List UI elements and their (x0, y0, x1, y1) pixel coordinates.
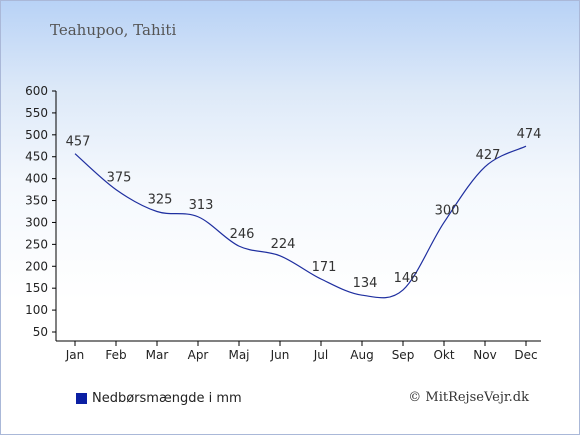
data-label: 375 (107, 171, 132, 186)
data-label: 134 (353, 276, 378, 291)
data-label: 171 (312, 260, 337, 275)
x-tick-label: Nov (473, 348, 496, 362)
data-label: 325 (148, 193, 173, 208)
x-tick-label: Jan (65, 348, 85, 362)
legend: Nedbørsmængde i mm (76, 391, 242, 406)
x-tick-label: Feb (105, 348, 126, 362)
x-tick-label: Apr (188, 348, 209, 362)
chart-title: Teahupoo, Tahiti (50, 21, 177, 39)
credit-text: © MitRejseVejr.dk (408, 390, 529, 405)
data-label: 474 (517, 127, 542, 142)
x-tick-label: Aug (350, 348, 373, 362)
x-tick-label: Maj (228, 348, 249, 362)
series-line (74, 145, 527, 299)
x-tick-label: Jul (313, 348, 328, 362)
x-tick-label: Okt (433, 348, 454, 362)
y-tick-label: 550 (25, 106, 48, 120)
data-label: 457 (66, 135, 91, 150)
y-tick-label: 250 (25, 237, 48, 251)
y-tick-label: 500 (25, 128, 48, 142)
y-tick-label: 100 (25, 303, 48, 317)
data-label: 224 (271, 237, 296, 252)
y-tick-label: 350 (25, 194, 48, 208)
data-label: 300 (435, 203, 460, 218)
data-label: 427 (476, 148, 501, 163)
y-tick-label: 150 (25, 281, 48, 295)
y-tick-label: 400 (25, 172, 48, 186)
x-tick-label: Jun (270, 348, 290, 362)
data-label: 246 (230, 227, 255, 242)
x-tick-label: Mar (146, 348, 169, 362)
y-tick-label: 600 (25, 84, 48, 98)
y-tick-label: 200 (25, 259, 48, 273)
y-tick-label: 450 (25, 150, 48, 164)
y-tick-label: 300 (25, 215, 48, 229)
data-label: 146 (394, 271, 419, 286)
x-tick-label: Sep (392, 348, 415, 362)
y-tick-label: 50 (33, 325, 48, 339)
data-label: 313 (189, 198, 214, 213)
legend-swatch (76, 393, 87, 404)
x-tick-label: Dec (514, 348, 537, 362)
legend-label: Nedbørsmængde i mm (92, 391, 242, 406)
